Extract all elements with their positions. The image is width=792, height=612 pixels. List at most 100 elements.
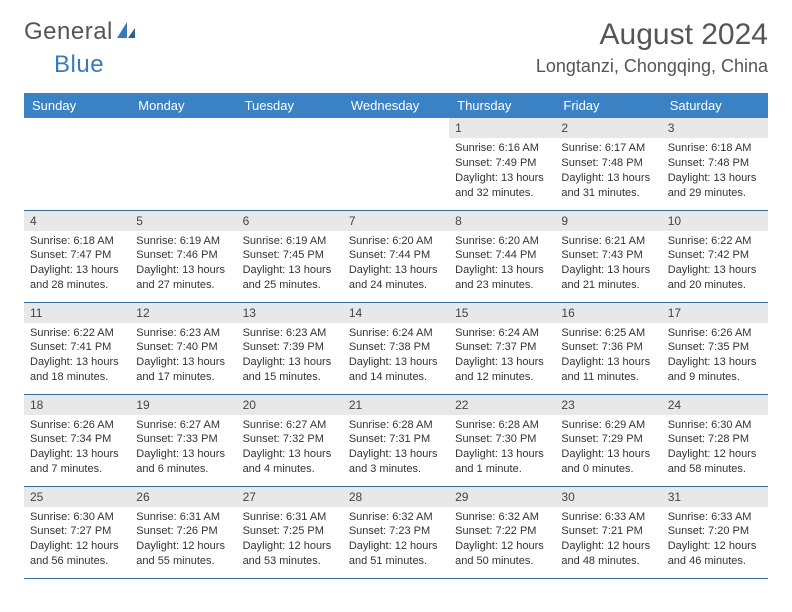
calendar-cell: 16Sunrise: 6:25 AMSunset: 7:36 PMDayligh… [555,302,661,394]
day-body: Sunrise: 6:17 AMSunset: 7:48 PMDaylight:… [555,138,661,204]
daylight-line: Daylight: 12 hours and 56 minutes. [30,539,124,569]
calendar-cell: 24Sunrise: 6:30 AMSunset: 7:28 PMDayligh… [662,394,768,486]
day-body: Sunrise: 6:33 AMSunset: 7:21 PMDaylight:… [555,507,661,573]
day-number: 23 [555,395,661,415]
day-body: Sunrise: 6:33 AMSunset: 7:20 PMDaylight:… [662,507,768,573]
calendar-cell: 14Sunrise: 6:24 AMSunset: 7:38 PMDayligh… [343,302,449,394]
daylight-line: Daylight: 12 hours and 53 minutes. [243,539,337,569]
day-body: Sunrise: 6:19 AMSunset: 7:46 PMDaylight:… [130,231,236,297]
daylight-line: Daylight: 13 hours and 21 minutes. [561,263,655,293]
sunset-line: Sunset: 7:37 PM [455,340,549,355]
day-number: 16 [555,303,661,323]
day-body: Sunrise: 6:23 AMSunset: 7:39 PMDaylight:… [237,323,343,389]
day-number: 2 [555,118,661,138]
daylight-line: Daylight: 13 hours and 27 minutes. [136,263,230,293]
sunset-line: Sunset: 7:31 PM [349,432,443,447]
day-number: 14 [343,303,449,323]
weekday-header: Wednesday [343,93,449,118]
sunset-line: Sunset: 7:28 PM [668,432,762,447]
sunrise-line: Sunrise: 6:26 AM [30,418,124,433]
month-title: August 2024 [536,18,768,52]
sunset-line: Sunset: 7:47 PM [30,248,124,263]
calendar-cell: 15Sunrise: 6:24 AMSunset: 7:37 PMDayligh… [449,302,555,394]
calendar-head: SundayMondayTuesdayWednesdayThursdayFrid… [24,93,768,118]
daylight-line: Daylight: 13 hours and 1 minute. [455,447,549,477]
calendar-cell: 8Sunrise: 6:20 AMSunset: 7:44 PMDaylight… [449,210,555,302]
day-number: 28 [343,487,449,507]
daylight-line: Daylight: 12 hours and 58 minutes. [668,447,762,477]
calendar-cell: 25Sunrise: 6:30 AMSunset: 7:27 PMDayligh… [24,486,130,578]
sunrise-line: Sunrise: 6:31 AM [136,510,230,525]
day-body: Sunrise: 6:24 AMSunset: 7:38 PMDaylight:… [343,323,449,389]
day-number: 1 [449,118,555,138]
day-number: 25 [24,487,130,507]
day-body: Sunrise: 6:30 AMSunset: 7:28 PMDaylight:… [662,415,768,481]
sunrise-line: Sunrise: 6:22 AM [30,326,124,341]
day-body: Sunrise: 6:27 AMSunset: 7:32 PMDaylight:… [237,415,343,481]
daylight-line: Daylight: 13 hours and 20 minutes. [668,263,762,293]
sunset-line: Sunset: 7:49 PM [455,156,549,171]
calendar-cell: 26Sunrise: 6:31 AMSunset: 7:26 PMDayligh… [130,486,236,578]
sunset-line: Sunset: 7:48 PM [561,156,655,171]
logo-text-blue: Blue [54,51,104,79]
calendar-cell: 17Sunrise: 6:26 AMSunset: 7:35 PMDayligh… [662,302,768,394]
daylight-line: Daylight: 12 hours and 55 minutes. [136,539,230,569]
sunset-line: Sunset: 7:32 PM [243,432,337,447]
sunset-line: Sunset: 7:22 PM [455,524,549,539]
day-body: Sunrise: 6:20 AMSunset: 7:44 PMDaylight:… [449,231,555,297]
day-number: 27 [237,487,343,507]
sunset-line: Sunset: 7:23 PM [349,524,443,539]
calendar-cell: 23Sunrise: 6:29 AMSunset: 7:29 PMDayligh… [555,394,661,486]
sunset-line: Sunset: 7:20 PM [668,524,762,539]
sunset-line: Sunset: 7:36 PM [561,340,655,355]
calendar-cell: 5Sunrise: 6:19 AMSunset: 7:46 PMDaylight… [130,210,236,302]
day-body: Sunrise: 6:27 AMSunset: 7:33 PMDaylight:… [130,415,236,481]
day-number: 13 [237,303,343,323]
calendar-cell: 11Sunrise: 6:22 AMSunset: 7:41 PMDayligh… [24,302,130,394]
sunset-line: Sunset: 7:38 PM [349,340,443,355]
daylight-line: Daylight: 12 hours and 48 minutes. [561,539,655,569]
sunrise-line: Sunrise: 6:33 AM [668,510,762,525]
daylight-line: Daylight: 13 hours and 15 minutes. [243,355,337,385]
location: Longtanzi, Chongqing, China [536,56,768,77]
day-body: Sunrise: 6:28 AMSunset: 7:31 PMDaylight:… [343,415,449,481]
sunset-line: Sunset: 7:44 PM [349,248,443,263]
sunrise-line: Sunrise: 6:24 AM [349,326,443,341]
daylight-line: Daylight: 13 hours and 14 minutes. [349,355,443,385]
day-body: Sunrise: 6:22 AMSunset: 7:41 PMDaylight:… [24,323,130,389]
calendar-cell: 1Sunrise: 6:16 AMSunset: 7:49 PMDaylight… [449,118,555,210]
daylight-line: Daylight: 13 hours and 6 minutes. [136,447,230,477]
day-body: Sunrise: 6:30 AMSunset: 7:27 PMDaylight:… [24,507,130,573]
day-body: Sunrise: 6:32 AMSunset: 7:23 PMDaylight:… [343,507,449,573]
daylight-line: Daylight: 13 hours and 24 minutes. [349,263,443,293]
daylight-line: Daylight: 13 hours and 11 minutes. [561,355,655,385]
sunset-line: Sunset: 7:40 PM [136,340,230,355]
calendar-cell: 7Sunrise: 6:20 AMSunset: 7:44 PMDaylight… [343,210,449,302]
sunrise-line: Sunrise: 6:18 AM [30,234,124,249]
calendar-cell: 12Sunrise: 6:23 AMSunset: 7:40 PMDayligh… [130,302,236,394]
day-body: Sunrise: 6:25 AMSunset: 7:36 PMDaylight:… [555,323,661,389]
day-number: 11 [24,303,130,323]
title-block: August 2024 Longtanzi, Chongqing, China [536,18,768,77]
calendar-cell: 22Sunrise: 6:28 AMSunset: 7:30 PMDayligh… [449,394,555,486]
logo-text-general: General [24,18,113,46]
day-body: Sunrise: 6:18 AMSunset: 7:47 PMDaylight:… [24,231,130,297]
day-body: Sunrise: 6:20 AMSunset: 7:44 PMDaylight:… [343,231,449,297]
sunset-line: Sunset: 7:26 PM [136,524,230,539]
sunset-line: Sunset: 7:46 PM [136,248,230,263]
day-number: 17 [662,303,768,323]
day-body: Sunrise: 6:28 AMSunset: 7:30 PMDaylight:… [449,415,555,481]
day-number: 6 [237,211,343,231]
day-number: 19 [130,395,236,415]
day-number: 10 [662,211,768,231]
day-body: Sunrise: 6:26 AMSunset: 7:35 PMDaylight:… [662,323,768,389]
daylight-line: Daylight: 13 hours and 0 minutes. [561,447,655,477]
sunset-line: Sunset: 7:34 PM [30,432,124,447]
sunrise-line: Sunrise: 6:28 AM [349,418,443,433]
day-body: Sunrise: 6:29 AMSunset: 7:29 PMDaylight:… [555,415,661,481]
calendar-cell-empty [130,118,236,210]
calendar-cell: 18Sunrise: 6:26 AMSunset: 7:34 PMDayligh… [24,394,130,486]
sunrise-line: Sunrise: 6:18 AM [668,141,762,156]
calendar-cell: 3Sunrise: 6:18 AMSunset: 7:48 PMDaylight… [662,118,768,210]
calendar-cell: 9Sunrise: 6:21 AMSunset: 7:43 PMDaylight… [555,210,661,302]
